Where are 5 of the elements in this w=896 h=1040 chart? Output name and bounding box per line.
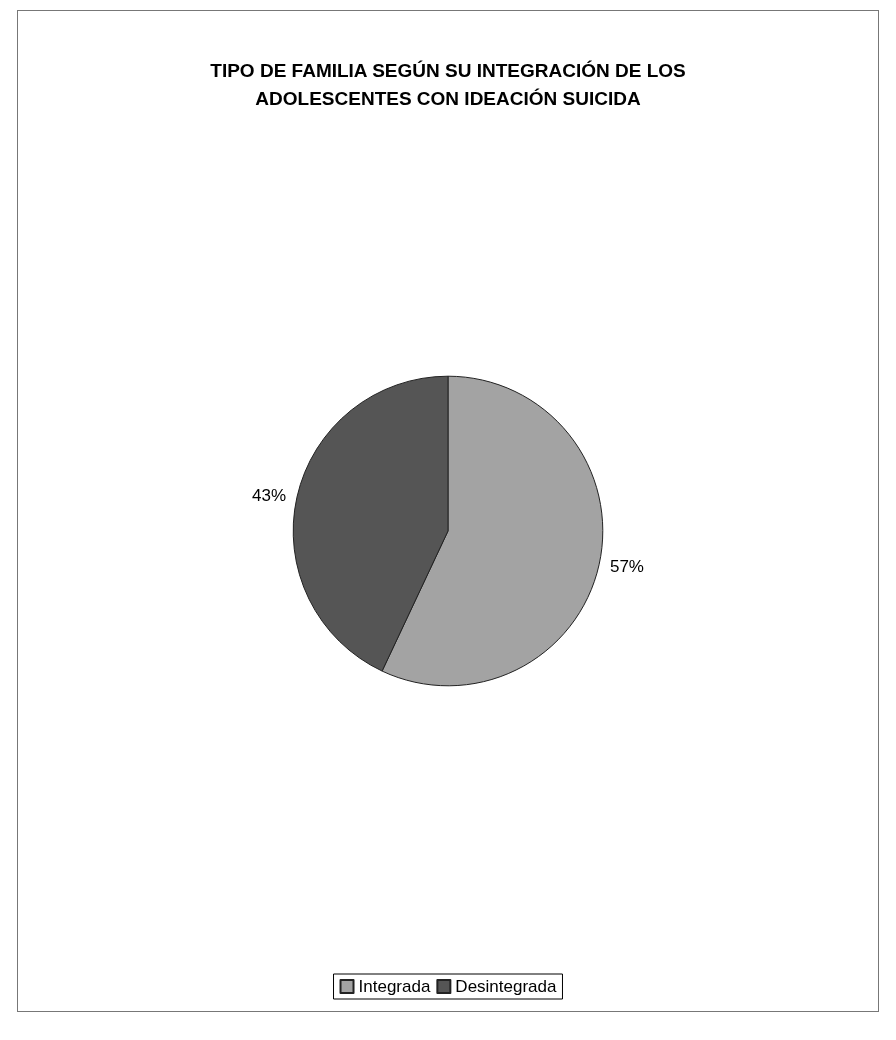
chart-title: TIPO DE FAMILIA SEGÚN SU INTEGRACIÓN DE LOS ADOLESCENTES CON IDEACIÓN SUICIDA — [210, 59, 686, 109]
data-label: 57% — [609, 556, 644, 576]
legend-label: Desintegrada — [455, 977, 558, 996]
legend-label: Integrada — [358, 977, 431, 996]
data-label: 43% — [252, 486, 287, 506]
